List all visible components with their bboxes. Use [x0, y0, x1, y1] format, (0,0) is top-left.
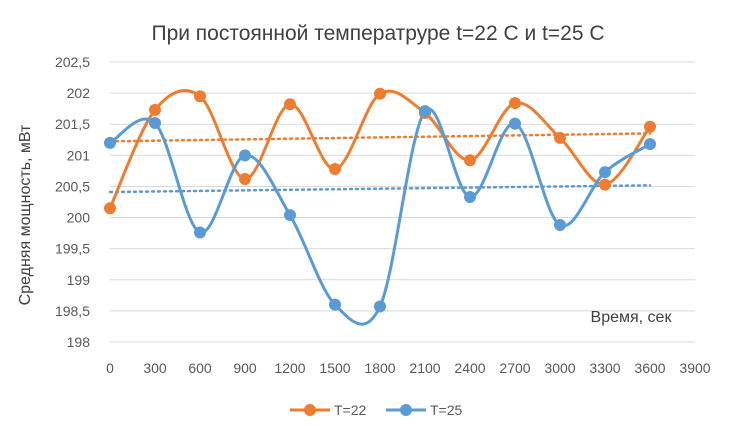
data-point-t22 — [374, 87, 386, 100]
data-point-t25 — [644, 138, 656, 151]
legend-swatch-marker — [304, 404, 316, 416]
data-point-t22 — [554, 131, 566, 144]
x-tick-label: 3900 — [679, 360, 710, 376]
y-axis-label: Средняя мощность, мВт — [17, 124, 34, 305]
y-tick-label: 198,5 — [55, 303, 90, 319]
x-tick-label: 3000 — [544, 360, 575, 376]
y-tick-label: 200 — [67, 210, 91, 226]
data-point-t22 — [464, 154, 476, 167]
x-tick-label: 2100 — [409, 360, 440, 376]
x-tick-label: 600 — [188, 360, 212, 376]
data-point-t25 — [284, 209, 296, 222]
x-tick-label: 3300 — [589, 360, 620, 376]
data-point-t25 — [194, 226, 206, 239]
legend-swatch-marker — [400, 404, 412, 416]
data-point-t22 — [239, 172, 251, 185]
data-point-t22 — [284, 98, 296, 111]
data-point-t22 — [194, 90, 206, 103]
y-tick-label: 198 — [67, 334, 91, 350]
data-point-t25 — [554, 219, 566, 232]
data-point-t25 — [329, 298, 341, 311]
trendline-t25 — [108, 184, 652, 194]
x-tick-label: 1800 — [364, 360, 395, 376]
legend: T=22 T=25 — [290, 402, 463, 418]
x-tick-label: 0 — [106, 360, 114, 376]
data-point-t22 — [149, 103, 161, 116]
data-point-t22 — [599, 178, 611, 191]
data-point-t22 — [509, 97, 521, 110]
x-tick-label: 1500 — [319, 360, 350, 376]
data-point-t22 — [104, 202, 116, 215]
trendline-t22 — [108, 132, 652, 143]
series-lines — [108, 89, 652, 326]
y-tick-label: 201 — [67, 147, 91, 163]
x-axis-label: Время, сек — [591, 309, 673, 326]
trendlines — [108, 132, 652, 194]
chart-title: При постоянной температруре t=22 С и t=2… — [151, 22, 604, 45]
y-tick-label: 200,5 — [55, 178, 90, 194]
legend-label: T=25 — [430, 402, 463, 418]
data-point-t25 — [149, 116, 161, 129]
x-tick-label: 900 — [233, 360, 257, 376]
data-point-t25 — [599, 166, 611, 179]
data-point-t22 — [329, 163, 341, 176]
data-point-t25 — [239, 149, 251, 162]
x-tick-label: 300 — [143, 360, 167, 376]
data-point-t25 — [104, 136, 116, 149]
y-tick-label: 199,5 — [55, 241, 90, 257]
data-point-t25 — [374, 300, 386, 313]
x-tick-label: 2700 — [499, 360, 530, 376]
x-axis-ticks: 0 300 600 900 1200 1500 1800 2100 2400 2700 3000 33… — [106, 360, 711, 376]
data-point-t22 — [644, 120, 656, 133]
data-point-t25 — [464, 191, 476, 204]
x-tick-label: 1200 — [274, 360, 305, 376]
data-points — [104, 87, 656, 313]
gridlines — [110, 61, 695, 343]
legend-label: T=22 — [334, 402, 367, 418]
y-tick-label: 201,5 — [55, 116, 90, 132]
data-point-t25 — [509, 117, 521, 130]
y-axis-ticks: 198 198,5 199 199,5 200 200,5 201 201,5 202 202,5 — [55, 54, 90, 350]
y-tick-label: 202 — [67, 85, 91, 101]
series-line-t25 — [109, 107, 651, 326]
data-point-t25 — [419, 105, 431, 118]
y-tick-label: 199 — [67, 272, 91, 288]
x-tick-label: 2400 — [454, 360, 485, 376]
y-tick-label: 202,5 — [55, 54, 90, 70]
x-tick-label: 3600 — [634, 360, 665, 376]
